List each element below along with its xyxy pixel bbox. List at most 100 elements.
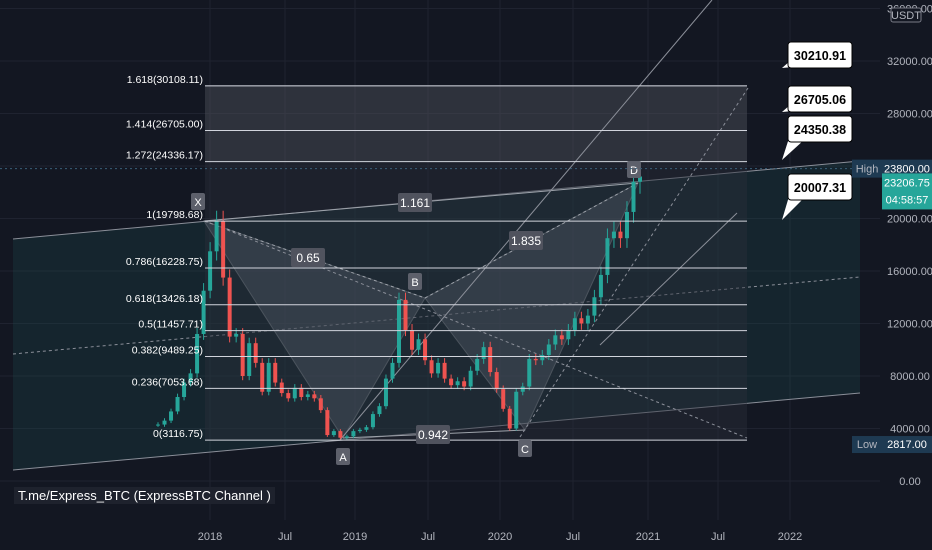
candle-body <box>188 373 193 383</box>
candle-body <box>592 297 597 316</box>
candle-body <box>429 360 434 374</box>
fib-level-label: 1.618(30108.11) <box>127 74 203 86</box>
time-tick-label: Jul <box>421 531 435 543</box>
candle-body <box>331 431 336 436</box>
candle-body <box>162 420 167 425</box>
candle-body <box>566 330 571 340</box>
ratio-label: 1.161 <box>400 196 430 210</box>
time-tick-label: Jul <box>711 531 725 543</box>
candle-body <box>449 378 454 386</box>
candle-body <box>221 221 226 278</box>
candle-body <box>624 211 629 239</box>
callout-box <box>787 85 853 113</box>
price-tick-label: 20000.00 <box>887 214 932 226</box>
candle-body <box>462 381 467 387</box>
candle-body <box>410 330 415 350</box>
time-tick-label: 2019 <box>343 531 367 543</box>
candle-body <box>208 251 213 291</box>
currency-label: USDT <box>891 10 921 22</box>
candle-body <box>279 382 284 394</box>
ratio-badge <box>416 425 450 444</box>
candle-body <box>201 290 206 334</box>
fib-level-label: 1.272(24336.17) <box>126 150 203 162</box>
high-value: 23800.00 <box>884 164 930 176</box>
current-price: 23206.75 <box>884 177 930 189</box>
current-price-bg <box>882 173 932 210</box>
trendline-short <box>599 212 738 346</box>
pattern-point-badge <box>191 193 205 210</box>
candle-body <box>351 431 356 437</box>
pattern-point-label: D <box>630 165 638 177</box>
time-tick-label: 2020 <box>488 531 512 543</box>
pattern-point-label: X <box>194 197 202 209</box>
ratio-badge <box>398 193 432 212</box>
pattern-point-label: C <box>521 444 529 456</box>
pattern-point-label: B <box>411 277 418 289</box>
candle-body <box>234 334 239 337</box>
candle-body <box>260 362 265 392</box>
pattern-point-badge <box>627 161 641 178</box>
high-value-bg <box>882 159 932 178</box>
candle-body <box>520 386 525 392</box>
candle-body <box>638 176 642 182</box>
fibonacci-levels: 0(3116.75) 0.236(7053.68) 0.382(9489.25) 0.… <box>126 74 747 441</box>
price-axis[interactable]: 0.00 4000.00 8000.00 12000.00 16000.00 20000.… <box>880 0 932 520</box>
callout-box <box>787 115 853 143</box>
channel-upper-line <box>12 160 861 240</box>
ratio-label: 0.65 <box>296 251 320 265</box>
ratio-badge <box>509 231 543 250</box>
candle-body <box>572 318 577 331</box>
candle-body <box>507 408 512 429</box>
candle-body <box>325 410 330 436</box>
candle-body <box>390 362 395 379</box>
callout-value: 26705.06 <box>794 93 846 107</box>
price-tick-label: 16000.00 <box>887 266 932 278</box>
fib-level-label: 0.786(16228.75) <box>126 256 203 268</box>
candle-body <box>195 334 200 374</box>
fib-level-label: 0.5(11457.71) <box>138 319 203 331</box>
candle-body <box>312 394 317 399</box>
fib-level-label: 0.618(13426.18) <box>126 293 203 305</box>
low-label: Low <box>857 439 877 451</box>
channel-mid-line <box>12 276 861 355</box>
candle-body <box>618 231 623 239</box>
candle-body <box>292 387 297 399</box>
candle-body <box>403 299 408 331</box>
price-tick-label: 8000.00 <box>890 371 930 383</box>
time-axis[interactable]: 2018 Jul 2019 Jul 2020 Jul 2021 Jul 2022 <box>0 520 932 550</box>
callout-box <box>787 41 853 69</box>
price-axis-bg <box>880 0 932 520</box>
low-value: 2817.00 <box>887 439 927 451</box>
price-tick-label: 0.00 <box>899 476 920 488</box>
callout-value: 30210.91 <box>794 49 846 63</box>
fib-level-label: 0(3116.75) <box>153 428 203 440</box>
candle-body <box>611 231 616 239</box>
candle-body <box>247 343 252 376</box>
price-tick-label: 12000.00 <box>887 319 932 331</box>
candle-body <box>533 358 538 361</box>
trendline-steep <box>339 0 713 441</box>
candle-body <box>527 358 532 387</box>
candle-body <box>227 277 232 337</box>
ratio-badge <box>291 248 325 267</box>
candle-body <box>338 431 343 438</box>
callout-value: 20007.31 <box>794 181 846 195</box>
candle-body <box>344 436 349 438</box>
low-label-bg <box>852 436 882 454</box>
pattern-point-badge <box>518 440 532 457</box>
candle-countdown: 04:58:57 <box>886 194 929 206</box>
candle-body <box>182 382 187 397</box>
candle-body <box>383 378 388 407</box>
time-tick-label: 2018 <box>198 531 222 543</box>
candle-body <box>364 427 369 430</box>
currency-badge <box>890 7 922 23</box>
price-series <box>156 164 642 440</box>
candle-body <box>156 424 160 426</box>
time-tick-label: 2022 <box>778 531 802 543</box>
candle-body <box>481 347 486 359</box>
callout-box <box>787 173 853 201</box>
pattern-point-badge <box>336 448 350 465</box>
candle-body <box>357 429 362 432</box>
ratio-label: 0.942 <box>418 428 448 442</box>
